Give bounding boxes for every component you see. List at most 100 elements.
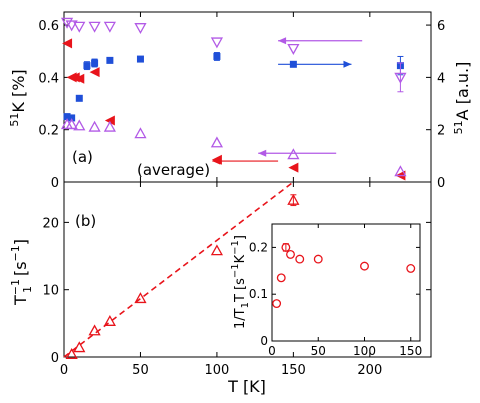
panel-b-frame: [63, 181, 432, 358]
inset-ytick-label-1: 0.1: [249, 287, 268, 301]
inset-ylabel-d: ]: [233, 235, 248, 240]
panel-a-series-2-point-6: [210, 37, 224, 49]
panel-b-ylabel-main: T: [11, 295, 30, 306]
panel-a-series-0-point-1: [68, 114, 76, 122]
panel-b-xtick-label-4: 200: [357, 363, 382, 378]
inset-series-0-point-3: [286, 249, 295, 259]
panel-b-ylabel-unit-sup: −1: [9, 245, 22, 261]
panel-a-series-3-point-7: [287, 148, 300, 160]
panel-a-series-2-point-2: [73, 21, 86, 33]
panel-a-ytick-right-label-1: 2: [437, 124, 445, 139]
panel-a-series-1-point-4: [89, 67, 100, 78]
panel-a-series-2-point-3: [88, 21, 101, 33]
panel-b-label: (b): [75, 212, 96, 230]
panel-a-series-1-point-6: [211, 154, 222, 165]
panel-a-ytick-left-label-2: 0.4: [38, 71, 59, 86]
panel-a-series-0-point-7: [213, 52, 221, 60]
panel-a-series-3-point-6: [210, 136, 224, 148]
panel-a-ytick-right-label-2: 4: [437, 71, 445, 86]
panel-b-ytick-label-2: 20: [42, 216, 59, 231]
inset-ylabel-c: K: [233, 254, 248, 263]
panel-a-ytick-left-label-1: 0.2: [38, 124, 59, 139]
panel-b-series-0-point-1: [73, 341, 86, 353]
panel-a-left-ylabel-sup: 51: [8, 113, 21, 127]
inset-ytick-label-0: 0: [260, 334, 268, 348]
panel-a-series-2-point-5: [134, 23, 147, 35]
panel-b-ylabel-unit: [s: [11, 261, 30, 276]
inset-ylabel-a: 1/T: [233, 308, 248, 329]
inset-series-0-point-4: [295, 254, 305, 264]
panel-a-series-2-point-1: [65, 20, 78, 32]
panel-a-series-3-point-3: [88, 120, 101, 132]
panel-a-layer: 0 0.2 0.4 0.6 0 2 4 6: [38, 12, 445, 191]
panel-a-ytick-left-label-3: 0.6: [38, 19, 59, 34]
panel-b-series-0-point-3: [103, 314, 116, 326]
panel-a-series-1-point-3: [74, 73, 85, 84]
panel-a-series-3-point-1: [65, 118, 78, 130]
panel-a-series-1-point-5: [104, 115, 115, 126]
panel-a-series-2-point-4: [103, 21, 116, 33]
inset-ytick-label-2: 0.2: [249, 240, 268, 254]
inset-series-0-point-5: [313, 254, 323, 264]
inset-series-0-point-1: [276, 273, 286, 283]
panel-a-arrow-3-head: [258, 149, 267, 157]
panel-b-xtick-label-0: 0: [60, 363, 68, 378]
panel-b-series-0-point-4: [134, 292, 147, 304]
inset-ylabel-b: T [s: [233, 278, 248, 303]
inset-ylabel-sup: −1: [230, 263, 241, 278]
panel-a-ytick-right-label-3: 6: [437, 19, 445, 34]
inset-series-0-point-6: [360, 261, 369, 271]
inset-layer: 0 50 100 150 0 0.1 0.2: [249, 224, 422, 358]
panel-a-series-0-point-6: [136, 55, 144, 63]
panel-a-left-ylabel: 51K [%]: [8, 69, 28, 126]
panel-a-series-2-point-8: [394, 72, 407, 84]
panel-a-right-ylabel: 51A [a.u.]: [452, 62, 472, 135]
panel-b-series-0-point-2: [88, 324, 101, 336]
inset-xtick-label-3: 150: [399, 344, 422, 358]
inset-ylabel: 1/T1T [s−1K−1]: [230, 235, 251, 329]
panel-b-ylabel: T−11[s−1]: [9, 239, 34, 306]
panel-b-ylabel-sup: −1: [9, 279, 22, 295]
panel-b-series-0-point-0: [65, 347, 78, 359]
panel-a-series-3-point-5: [134, 127, 147, 139]
panel-a-arrow-0-head: [278, 37, 287, 45]
inset-xtick-label-1: 50: [311, 344, 326, 358]
panel-a-series-0-point-5: [106, 56, 114, 64]
panel-b-xtick-label-2: 100: [205, 363, 230, 378]
panel-a-series-0-point-3: [83, 62, 91, 70]
panel-a-ytick-left-label-0: 0: [51, 176, 59, 191]
inset-series-0-point-2: [281, 242, 291, 252]
inset-frame: [271, 223, 421, 342]
panel-a-series-0-point-2: [75, 94, 83, 102]
panel-b-ylabel-close: ]: [11, 239, 30, 245]
panel-a-label: (a): [72, 148, 93, 166]
panel-b-fit-line: [63, 181, 294, 358]
inset-xtick-label-2: 100: [353, 344, 376, 358]
inset-xtick-label-0: 0: [268, 344, 276, 358]
panel-b-xtick-label-3: 150: [281, 363, 306, 378]
inset-ylabel-sub: 1: [240, 302, 251, 308]
panel-a-series-0-point-8: [289, 60, 297, 68]
average-annotation: (average): [137, 161, 210, 179]
panel-a-series-0-point-4: [91, 59, 99, 67]
inset-series-0-point-0: [272, 299, 282, 309]
panel-a-series-3-point-4: [103, 120, 116, 132]
panel-a-series-1-point-0: [62, 38, 73, 49]
panel-b-xlabel: T [K]: [227, 377, 266, 396]
panel-b-ytick-label-1: 10: [42, 284, 59, 299]
panel-b-series-0-point-6: [287, 193, 300, 205]
panel-a-series-2-point-0: [60, 17, 74, 29]
inset-series-0-point-7: [406, 264, 416, 273]
panel-a-frame: [63, 11, 432, 183]
panel-b-ylabel-sub: 1: [21, 286, 34, 293]
panel-b-xtick-label-1: 50: [132, 363, 149, 378]
panel-a-ytick-right-label-0: 0: [437, 176, 445, 191]
panel-a-arrow-1-head: [343, 60, 352, 68]
panel-a-left-ylabel-main: K [%]: [9, 69, 28, 112]
panel-a-series-3-point-2: [73, 119, 86, 131]
panel-a-right-ylabel-sup: 51: [452, 120, 465, 134]
panel-a-series-3-point-8: [394, 165, 407, 177]
panel-a-series-0-point-0: [63, 113, 71, 121]
